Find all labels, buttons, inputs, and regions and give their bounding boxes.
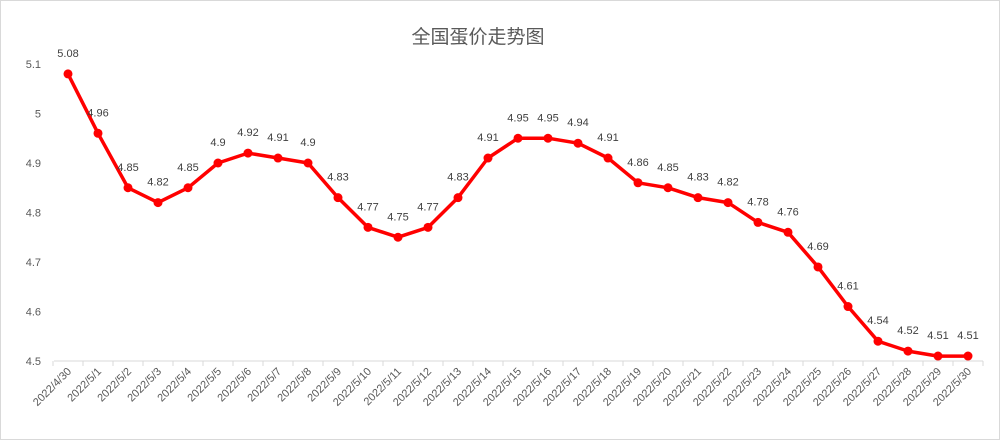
data-label: 4.85 [177,162,198,174]
data-point [513,133,523,143]
y-tick-label: 5 [35,109,41,121]
data-point [423,222,433,232]
data-label: 4.9 [210,137,225,149]
data-label: 4.82 [147,177,168,189]
data-point [273,153,283,163]
data-point [603,153,613,163]
data-label: 4.85 [657,162,678,174]
data-point [213,158,223,168]
data-point [153,198,163,208]
data-point [123,183,133,193]
data-label: 4.86 [627,157,648,169]
y-tick-label: 4.9 [26,158,41,170]
data-point [333,193,343,203]
data-label: 4.54 [867,315,888,327]
data-label: 4.61 [837,281,858,293]
data-point [813,262,823,272]
data-point [483,153,493,163]
data-label: 4.51 [927,330,948,342]
data-point [783,227,793,237]
y-tick-label: 4.8 [26,208,41,220]
data-point [663,183,673,193]
data-labels: 5.08 4.96 4.85 4.82 4.85 4.9 4.92 4.91 4.9 4.83 4.… [57,48,978,342]
data-point [633,178,643,188]
y-tick-label: 4.5 [26,356,41,368]
data-point [873,336,883,346]
data-label: 4.91 [267,132,288,144]
data-point [303,158,313,168]
data-point [93,128,103,138]
data-point [693,193,703,203]
data-label: 4.77 [357,201,378,213]
data-label: 4.91 [597,132,618,144]
data-label: 4.95 [507,112,528,124]
data-point [543,133,553,143]
data-point [723,198,733,208]
x-axis: 2022/4/302022/5/12022/5/22022/5/32022/5/… [31,360,984,409]
data-point [963,351,973,361]
data-label: 4.85 [117,162,138,174]
data-point [393,232,403,242]
x-tick-label: 2022/4/30 [31,366,74,409]
data-label: 4.76 [777,206,798,218]
data-point [903,346,913,356]
data-point [933,351,943,361]
data-point [753,217,763,227]
data-label: 5.08 [57,48,78,60]
data-point [243,148,253,158]
data-label: 4.95 [537,112,558,124]
data-point [843,302,853,312]
data-label: 4.77 [417,201,438,213]
data-label: 4.94 [567,117,588,129]
data-label: 4.78 [747,196,768,208]
data-point [453,193,463,203]
data-label: 4.96 [87,107,108,119]
data-label: 4.92 [237,127,258,139]
data-label: 4.82 [717,177,738,189]
y-tick-label: 4.7 [26,257,41,269]
data-label: 4.83 [327,172,348,184]
data-label: 4.52 [897,325,918,337]
data-label: 4.83 [687,172,708,184]
data-label: 4.69 [807,241,828,253]
data-point [573,138,583,148]
data-point [363,222,373,232]
data-label: 4.91 [477,132,498,144]
data-label: 4.9 [300,137,315,149]
chart-title: 全国蛋价走势图 [411,26,544,48]
y-tick-label: 4.6 [26,307,41,319]
y-tick-label: 5.1 [26,59,41,71]
data-label: 4.51 [957,330,978,342]
data-point [63,69,73,79]
data-label: 4.83 [447,172,468,184]
series-egg-price [63,69,973,361]
y-axis: 4.5 4.6 4.7 4.8 4.9 5 5.1 [26,59,41,368]
data-point [183,183,193,193]
data-label: 4.75 [387,211,408,223]
